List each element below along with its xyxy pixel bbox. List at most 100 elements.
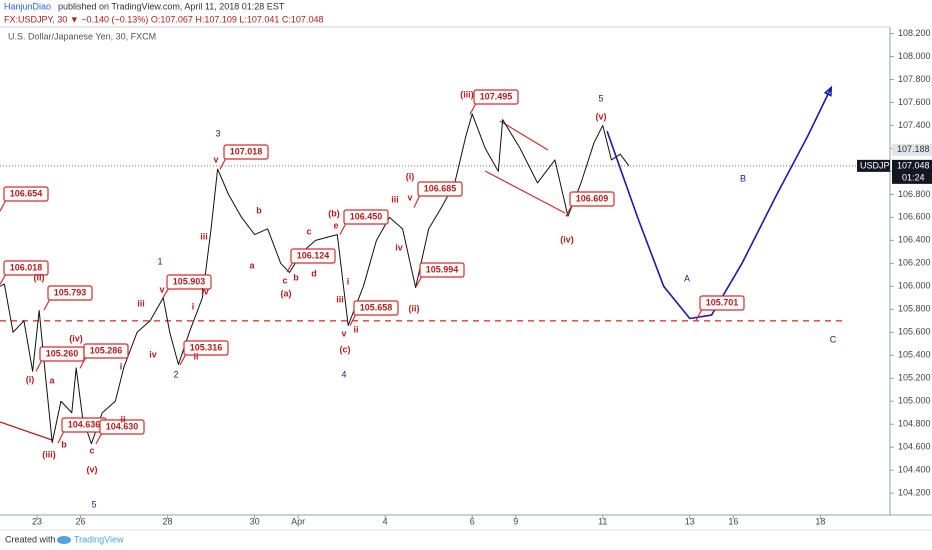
callout-box xyxy=(290,248,336,264)
callout-label: 105.793 xyxy=(54,287,87,297)
x-tick-label: 16 xyxy=(728,516,738,526)
wave-label: iii xyxy=(200,231,208,241)
y-tick-label: 107.400 xyxy=(898,120,931,130)
wave-label: b xyxy=(61,439,67,449)
projection-arrow xyxy=(823,85,833,97)
x-tick-label: 18 xyxy=(815,516,825,526)
wave-label: (iii) xyxy=(460,89,474,99)
x-tick-label: 11 xyxy=(598,516,607,526)
callout-label: 107.018 xyxy=(230,146,263,156)
callout-label: 106.124 xyxy=(297,250,330,260)
wave-label: e xyxy=(333,220,338,230)
wave-label: ii xyxy=(353,324,358,334)
callout-pointer xyxy=(695,308,703,321)
countdown: 01:24 xyxy=(902,172,925,182)
wave-label: iv xyxy=(149,349,157,359)
callout-box xyxy=(3,260,49,276)
wave-label: a xyxy=(49,375,55,385)
callout-box xyxy=(419,262,465,278)
callout-pointer xyxy=(286,261,294,273)
wave-label: (iii) xyxy=(42,449,56,459)
wave-label: iv xyxy=(395,242,403,252)
wave-label: b xyxy=(293,272,299,282)
published-info: published on TradingView.com, April 11, … xyxy=(58,1,285,11)
wave-label: iii xyxy=(137,298,145,308)
wave-label: (c) xyxy=(340,344,351,354)
callout-pointer xyxy=(162,287,170,298)
callout-box xyxy=(183,340,229,356)
x-tick-label: 26 xyxy=(76,516,86,526)
wave-label: v xyxy=(159,284,164,294)
callout-label: 106.450 xyxy=(350,211,383,221)
callout-label: 106.654 xyxy=(10,188,43,198)
wave-label: A xyxy=(684,273,690,283)
wave-label: C xyxy=(830,334,837,344)
wave-label: v xyxy=(213,154,218,164)
wave-label: 4 xyxy=(341,369,346,379)
wave-label: v xyxy=(341,328,346,338)
symbol-tag: USDJPY xyxy=(860,160,896,170)
wave-label: i xyxy=(120,361,123,371)
callout-box xyxy=(3,186,49,202)
y-tick-label: 105.600 xyxy=(898,327,931,337)
wave-label: (i) xyxy=(26,374,35,384)
callout-label: 106.018 xyxy=(10,262,43,272)
callout-pointer xyxy=(43,298,51,311)
y-tick-label: 107.800 xyxy=(898,74,931,84)
y-tick-label: 106.600 xyxy=(898,212,931,222)
callout-pointer xyxy=(349,313,357,326)
y-tick-label: 105.800 xyxy=(898,304,931,314)
callout-pointer xyxy=(79,356,87,369)
wave-label: (v) xyxy=(87,464,98,474)
projection-path xyxy=(606,87,832,320)
y-tick-label: 108.000 xyxy=(898,51,931,61)
footer-text: Created with xyxy=(5,534,56,544)
wave-label: b xyxy=(256,205,262,215)
callout-pointer xyxy=(415,275,423,288)
y-tick-label: 105.400 xyxy=(898,350,931,360)
wave-label: iii xyxy=(336,294,344,304)
x-tick-label: 6 xyxy=(470,516,475,526)
wave-label: (v) xyxy=(596,111,607,121)
wave-label: (iv) xyxy=(560,234,574,244)
wave-label: (a) xyxy=(281,288,292,298)
x-tick-label: Apr xyxy=(291,516,305,526)
callout-pointer xyxy=(179,353,187,366)
wave-label: 5 xyxy=(91,499,96,509)
callout-label: 105.903 xyxy=(173,276,206,286)
callout-pointer xyxy=(57,430,65,444)
wave-label: i xyxy=(347,276,350,286)
chart-title: U.S. Dollar/Japanese Yen, 30, FXCM xyxy=(8,31,156,41)
wave-label: ii xyxy=(193,351,198,361)
callout-label: 105.286 xyxy=(90,345,123,355)
callout-label: 107.495 xyxy=(480,91,513,101)
wave-label: B xyxy=(740,173,746,183)
footer-brand[interactable]: TradingView xyxy=(74,534,124,544)
wave-label: v xyxy=(407,192,412,202)
x-tick-label: 30 xyxy=(250,516,260,526)
callout-label: 105.994 xyxy=(426,264,459,274)
y-tick-label: 104.600 xyxy=(898,442,931,452)
callout-box xyxy=(699,295,745,311)
wave-label: a xyxy=(249,260,255,270)
callout-label: 106.609 xyxy=(576,193,609,203)
callout-pointer xyxy=(339,222,347,235)
y-tick-label: 106.400 xyxy=(898,235,931,245)
high-price-label: 107.188 xyxy=(897,144,930,154)
high-price-tag xyxy=(892,143,932,156)
x-tick-label: 23 xyxy=(32,516,42,526)
y-tick-label: 104.200 xyxy=(898,488,931,498)
wave-label: (ii) xyxy=(34,272,45,282)
last-price-label: 107.048 xyxy=(897,160,930,170)
callout-box xyxy=(417,181,463,197)
symbol-line: FX:USDJPY, 30 ▼ −0.140 (−0.13%) O:107.06… xyxy=(4,14,323,24)
symbol-tag-box xyxy=(857,159,890,172)
callout-pointer xyxy=(565,204,573,217)
wave-label: 5 xyxy=(598,93,603,103)
author[interactable]: HanjunDiao xyxy=(4,1,51,11)
wave-label: c xyxy=(89,445,94,455)
callout-box xyxy=(223,144,269,160)
y-tick-label: 105.000 xyxy=(898,396,931,406)
x-tick-label: 4 xyxy=(383,516,388,526)
